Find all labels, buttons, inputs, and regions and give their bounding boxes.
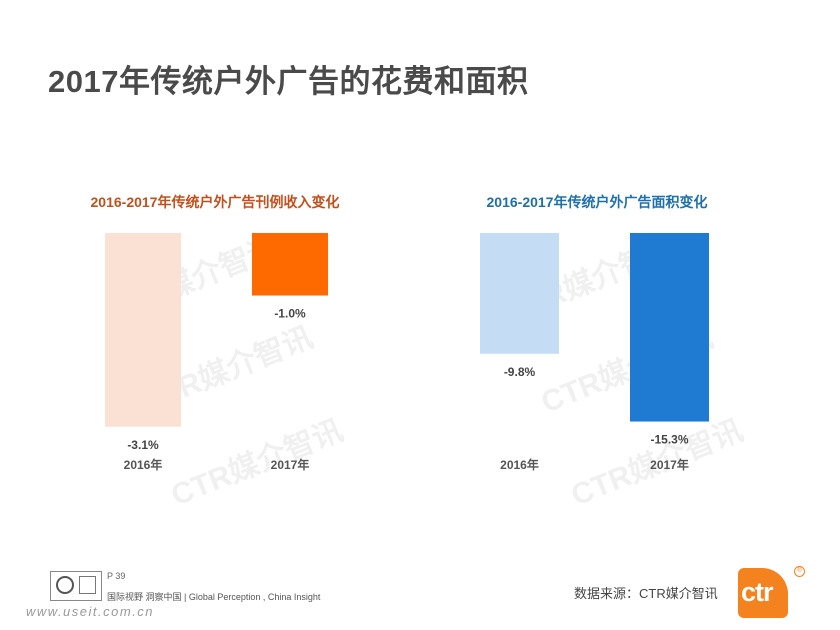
data-label-area-2: -15.3%	[650, 433, 688, 447]
data-label-area-1: -9.8%	[504, 365, 536, 379]
chart-title-revenue: 2016-2017年传统户外广告刊例收入变化	[91, 194, 340, 210]
page-title: 2017年传统户外广告的花费和面积	[48, 64, 529, 99]
bar-revenue-2	[252, 233, 328, 296]
chart-area: 2016-2017年传统户外广告刊例收入变化 -3.1% 2016年 -1.0% 201…	[91, 194, 709, 472]
category-label-area-2: 2017年	[650, 457, 689, 472]
registered-mark: ®	[794, 566, 805, 577]
bar-revenue-1	[105, 233, 181, 427]
page-number: P 39	[107, 571, 126, 581]
data-source: 数据来源：CTR媒介智讯	[574, 586, 718, 601]
certification-logo	[50, 571, 102, 601]
bar-area-1	[480, 233, 559, 354]
ctr-logo-text: ctr	[741, 577, 774, 607]
footer-tagline: 国际视野 洞察中国 | Global Perception , China In…	[107, 592, 321, 602]
url-watermark: www.useit.com.cn	[26, 604, 155, 619]
category-label-revenue-1: 2016年	[124, 457, 163, 472]
category-label-area-1: 2016年	[500, 457, 539, 472]
data-label-revenue-2: -1.0%	[274, 307, 306, 321]
ctr-logo: ctr	[738, 568, 788, 618]
bar-area-2	[630, 233, 709, 422]
chart-title-area: 2016-2017年传统户外广告面积变化	[487, 194, 708, 210]
data-label-revenue-1: -3.1%	[127, 438, 159, 452]
category-label-revenue-2: 2017年	[271, 457, 310, 472]
